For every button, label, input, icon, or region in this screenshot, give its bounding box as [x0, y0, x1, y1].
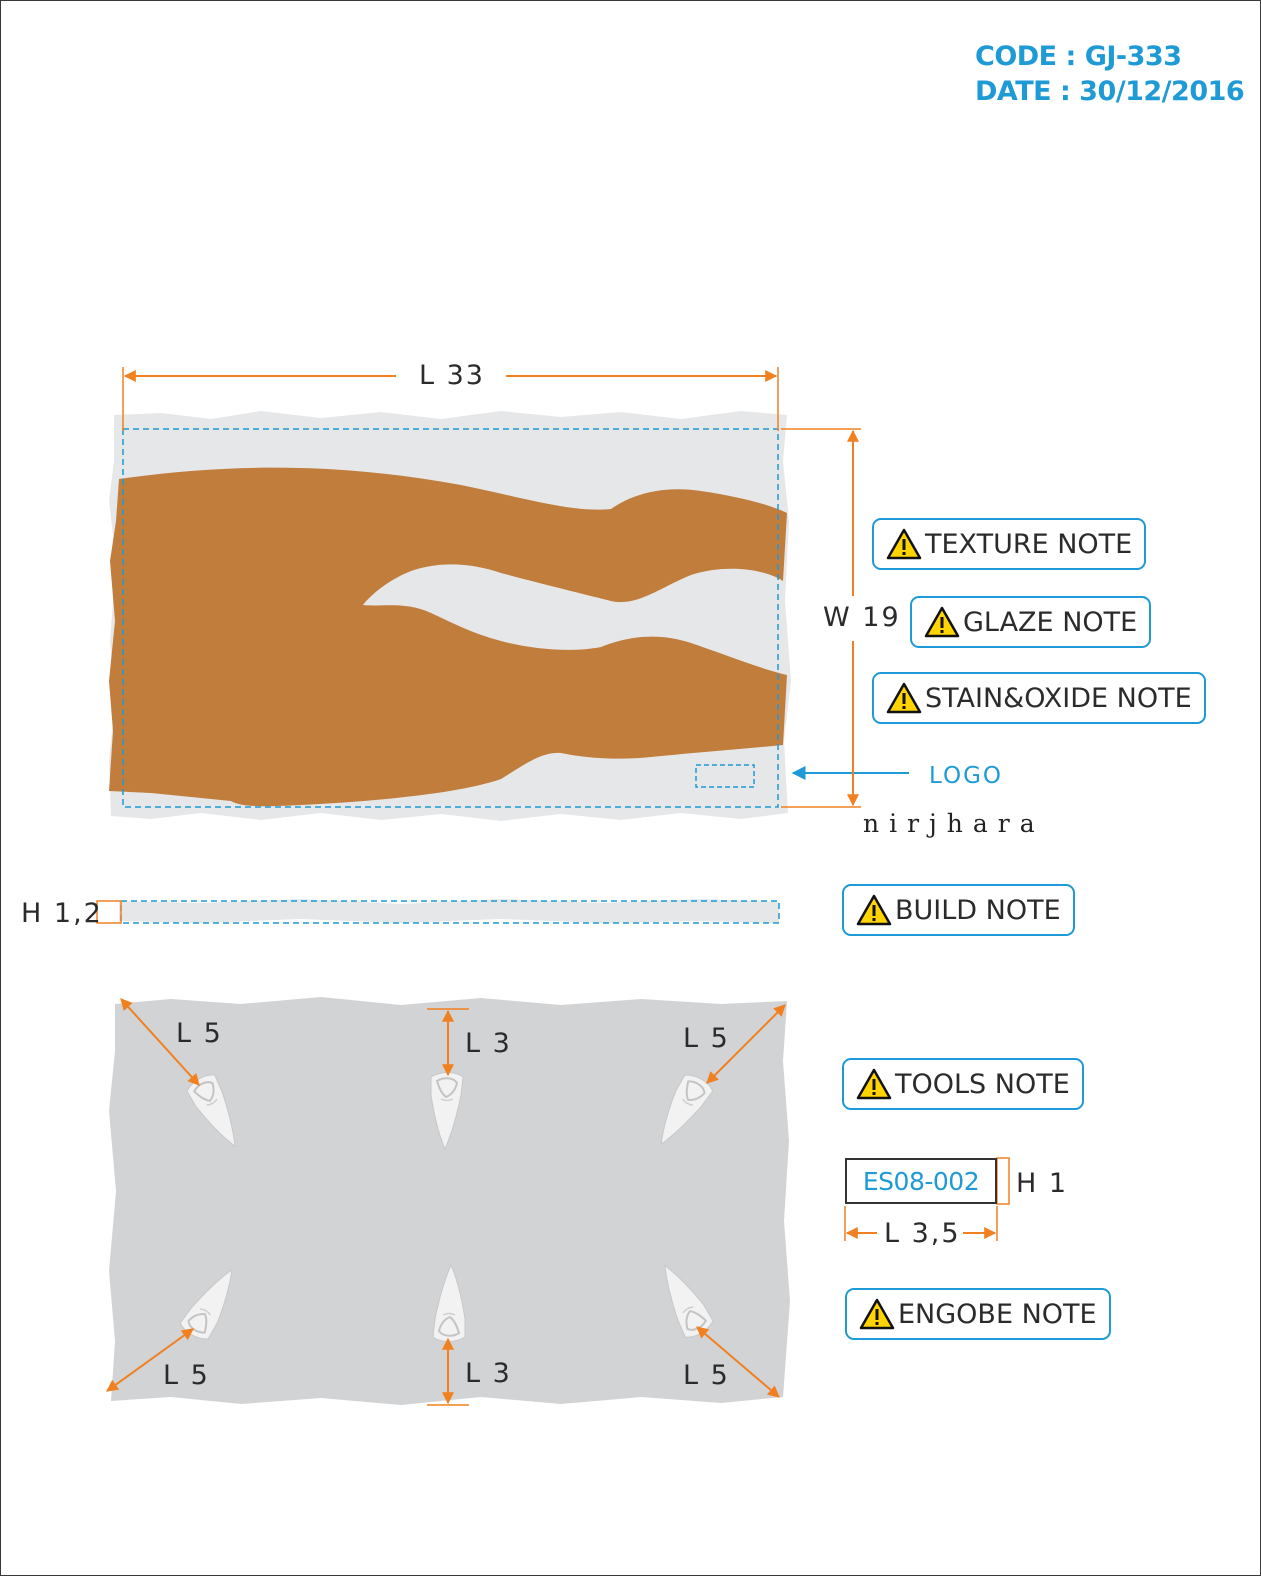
stamp-height-bracket [996, 1157, 1010, 1205]
build-note-label: BUILD NOTE [895, 894, 1061, 926]
date-label: DATE : 30/12/2016 [975, 76, 1245, 107]
warning-triangle-icon [856, 894, 892, 926]
stamp-code-label: ES08-002 [862, 1166, 980, 1196]
stain-oxide-note-button[interactable]: STAIN&OXIDE NOTE [872, 672, 1206, 724]
width-label: W 19 [823, 602, 901, 633]
tool-top-center-label: L 3 [465, 1028, 512, 1059]
brand-logo: nirjhara [863, 809, 1045, 838]
tool-bottom-right-label: L 5 [683, 1360, 730, 1391]
engobe-note-label: ENGOBE NOTE [898, 1298, 1097, 1330]
warning-triangle-icon [924, 606, 960, 638]
glaze-note-button[interactable]: GLAZE NOTE [910, 596, 1152, 648]
tool-top-right-label: L 5 [683, 1023, 730, 1054]
warning-triangle-icon [859, 1298, 895, 1330]
engobe-note-button[interactable]: ENGOBE NOTE [845, 1288, 1111, 1340]
tools-note-button[interactable]: TOOLS NOTE [842, 1058, 1084, 1110]
glaze-note-label: GLAZE NOTE [963, 606, 1138, 638]
tool-bottom-center-label: L 3 [465, 1358, 512, 1389]
logo-placement [695, 764, 755, 788]
header-block: CODE : GJ-333 DATE : 30/12/2016 [975, 39, 1245, 109]
top-plate-outline [122, 428, 779, 808]
warning-triangle-icon [886, 528, 922, 560]
height-label: H 1,2 [21, 898, 103, 929]
height-bracket [96, 900, 122, 924]
side-profile [119, 899, 779, 923]
stain-oxide-note-label: STAIN&OXIDE NOTE [925, 682, 1192, 714]
tool-bottom-left-label: L 5 [163, 1360, 210, 1391]
dim-line-bottom-right [696, 1326, 780, 1398]
dim-line-bottom-left [106, 1328, 194, 1392]
stamp-length-label: L 3,5 [884, 1218, 961, 1249]
dim-line-top-right [706, 1004, 786, 1084]
dim-line-top-left [120, 998, 200, 1086]
bottom-plate [109, 997, 790, 1405]
logo-label: LOGO [929, 763, 1004, 789]
code-label: CODE : GJ-333 [975, 41, 1182, 72]
tool-top-left-label: L 5 [176, 1018, 223, 1049]
stamp-code-box: ES08-002 [845, 1158, 997, 1204]
texture-note-label: TEXTURE NOTE [925, 528, 1133, 560]
build-note-button[interactable]: BUILD NOTE [842, 884, 1075, 936]
tools-note-label: TOOLS NOTE [895, 1068, 1070, 1100]
warning-triangle-icon [856, 1068, 892, 1100]
warning-triangle-icon [886, 682, 922, 714]
texture-note-button[interactable]: TEXTURE NOTE [872, 518, 1147, 570]
length-label: L 33 [419, 360, 485, 391]
stamp-height-label: H 1 [1016, 1168, 1069, 1199]
glaze-area [109, 467, 787, 807]
